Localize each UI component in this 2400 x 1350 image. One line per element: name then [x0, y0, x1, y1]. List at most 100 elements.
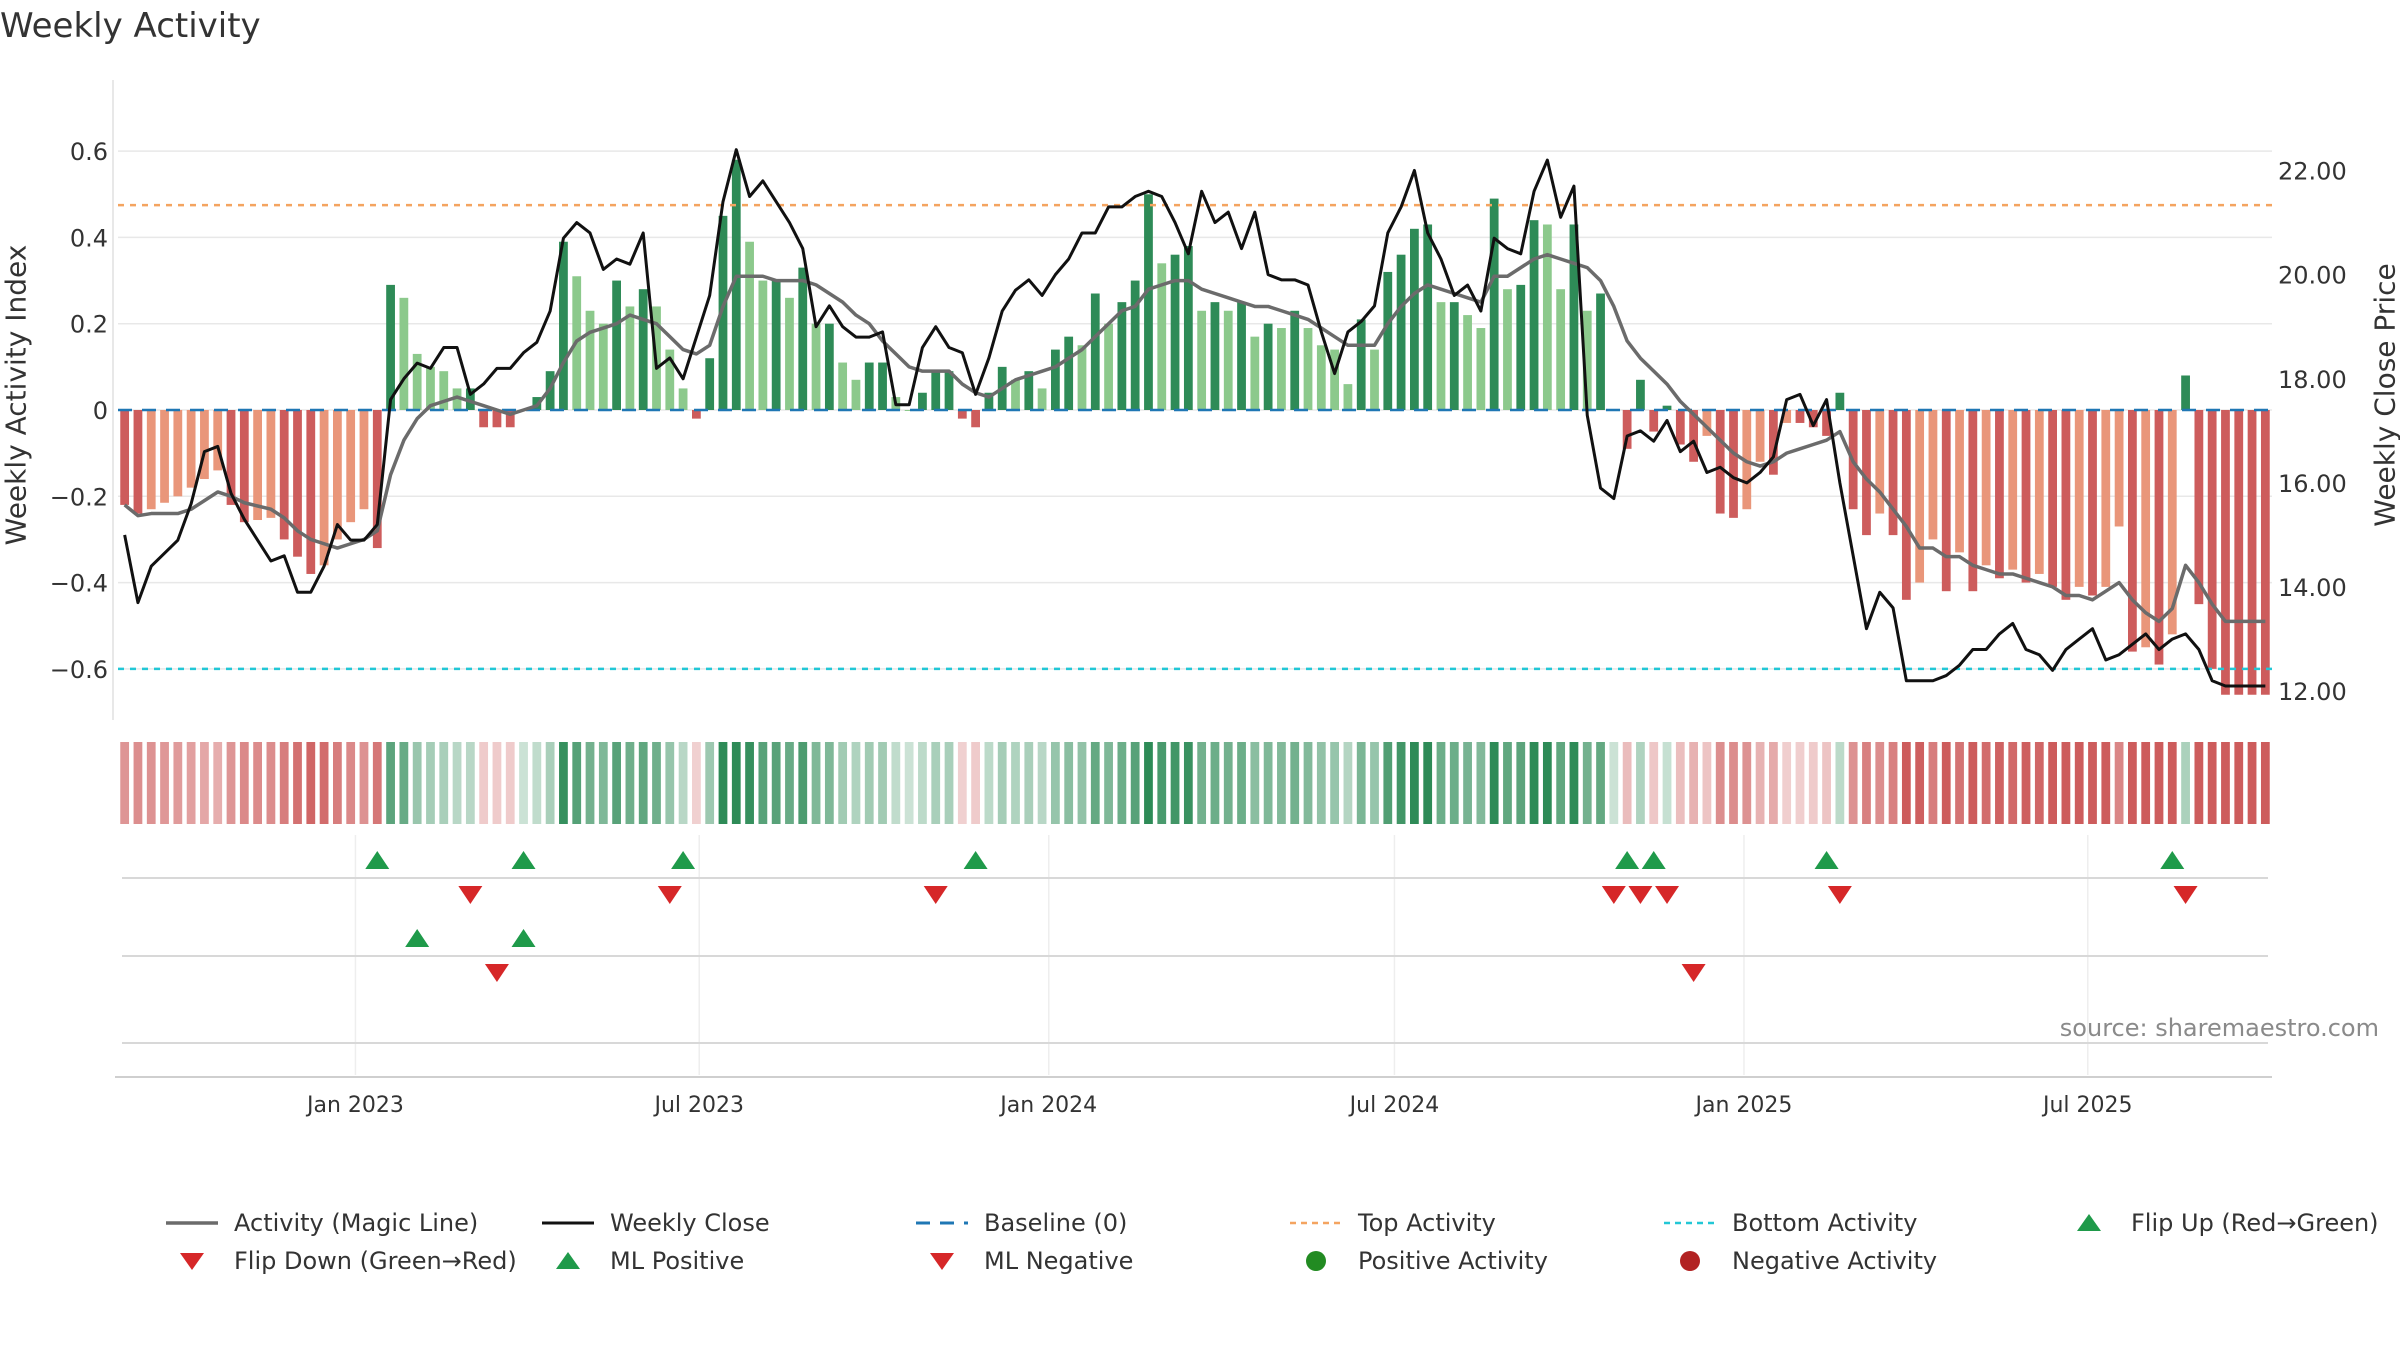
heat-strip-cell	[2221, 742, 2230, 824]
activity-bar	[2154, 410, 2164, 665]
flip-down-marker	[1601, 886, 1626, 904]
heat-strip-cell	[1503, 742, 1512, 824]
activity-bar	[585, 310, 595, 410]
activity-bar	[200, 410, 209, 480]
heat-strip-cell	[811, 742, 821, 824]
heat-strip-cell	[319, 742, 329, 824]
heat-strip-cell	[1144, 742, 1153, 824]
heat-strip-cell	[1051, 742, 1060, 824]
heat-strip-cell	[1449, 742, 1459, 824]
activity-bar	[1343, 384, 1353, 410]
activity-bar	[293, 410, 302, 557]
activity-bar	[758, 280, 768, 410]
heat-strip-cell	[1343, 742, 1353, 824]
activity-bar	[1011, 379, 1020, 410]
heat-strip-cell	[2034, 742, 2044, 824]
heat-strip-cell	[1955, 742, 1964, 824]
activity-bar	[1024, 371, 1034, 410]
heat-strip-cell	[2114, 742, 2124, 824]
activity-bar	[2260, 410, 2270, 695]
activity-bar	[1037, 388, 1047, 410]
heat-strip-cell	[1516, 742, 1526, 824]
heat-strip-cell	[1396, 742, 1406, 824]
activity-bar	[2141, 410, 2151, 648]
heat-strip-cell	[1263, 742, 1273, 824]
activity-bar	[692, 410, 701, 419]
activity-bar	[319, 410, 329, 566]
activity-bar	[705, 358, 715, 410]
ml-negative-marker	[484, 964, 509, 982]
heat-strip-cell	[1383, 742, 1393, 824]
heat-strip-cell	[1715, 742, 1725, 824]
heat-strip-cell	[173, 742, 183, 824]
heat-strip-cell	[731, 742, 741, 824]
legend-label: Baseline (0)	[984, 1209, 1128, 1237]
legend-label: Negative Activity	[1732, 1247, 1938, 1275]
heat-strip-cell	[1901, 742, 1911, 824]
activity-bar	[1968, 410, 1978, 592]
activity-bar	[452, 388, 462, 410]
legend-label: Top Activity	[1358, 1209, 1496, 1237]
heat-strip-cell	[1622, 742, 1632, 824]
activity-bar	[1582, 310, 1592, 410]
heat-strip-cell	[2074, 742, 2084, 824]
activity-bar	[838, 362, 848, 410]
heat-strip-cell	[1808, 742, 1818, 824]
heat-strip-cell	[1290, 742, 1300, 824]
x-tick-label: Jan 2025	[1693, 1093, 1792, 1118]
heat-strip-cell	[1596, 742, 1605, 824]
activity-bar	[1263, 323, 1273, 410]
heat-strip-cell	[931, 742, 941, 824]
activity-bar	[1769, 410, 1778, 475]
activity-bar	[1104, 323, 1113, 410]
heat-strip-cell	[1755, 742, 1765, 824]
heat-strip-cell	[559, 742, 568, 824]
activity-bar	[1941, 410, 1951, 592]
heat-strip-cell	[1835, 742, 1845, 824]
flip-down-marker	[1655, 886, 1680, 904]
heat-strip-cell	[426, 742, 435, 824]
activity-bar	[1808, 410, 1818, 428]
activity-bar	[1835, 392, 1845, 410]
heat-strip-cell	[1928, 742, 1938, 824]
heat-strip-cell	[505, 742, 515, 824]
heat-strip-cell	[997, 742, 1007, 824]
heat-strip-cell	[2247, 742, 2257, 824]
heat-strip-cell	[718, 742, 728, 824]
x-tick-label: Jul 2025	[2041, 1093, 2133, 1118]
heat-strip-cell	[1529, 742, 1539, 824]
heat-strip-cell	[2048, 742, 2057, 824]
activity-bar	[1383, 271, 1393, 410]
heat-strip-cell	[452, 742, 462, 824]
heat-strip-cell	[771, 742, 781, 824]
heat-strip-cell	[1037, 742, 1047, 824]
activity-bar	[678, 388, 688, 410]
x-tick-label: Jul 2024	[1348, 1093, 1440, 1118]
activity-bar	[1370, 349, 1379, 410]
heat-strip-cell	[864, 742, 874, 824]
x-tick-label: Jul 2023	[652, 1093, 744, 1118]
heat-strip-cell	[1237, 742, 1246, 824]
heat-strip-cell	[652, 742, 661, 824]
activity-bar	[2101, 410, 2111, 587]
legend-swatch-icon	[930, 1253, 954, 1270]
activity-bar	[2167, 410, 2177, 635]
heat-strip-cell	[200, 742, 209, 824]
heat-strip-cell	[1995, 742, 2004, 824]
activity-bar	[771, 280, 781, 410]
activity-bar	[1636, 379, 1645, 410]
activity-bar	[1915, 410, 1925, 583]
heat-strip-cell	[1197, 742, 1207, 824]
legend-swatch-icon	[166, 1221, 218, 1225]
activity-bar	[1675, 410, 1685, 445]
heat-strip-cell	[625, 742, 635, 824]
heat-strip-cell	[266, 742, 276, 824]
ml-positive-marker	[405, 929, 430, 947]
legend-label: Weekly Close	[610, 1209, 770, 1237]
activity-bar	[359, 410, 369, 510]
activity-bar	[306, 410, 316, 574]
x-tick-label: Jan 2024	[998, 1093, 1097, 1118]
activity-bar	[1516, 284, 1526, 410]
activity-bar	[1569, 224, 1579, 410]
heat-strip-cell	[386, 742, 395, 824]
